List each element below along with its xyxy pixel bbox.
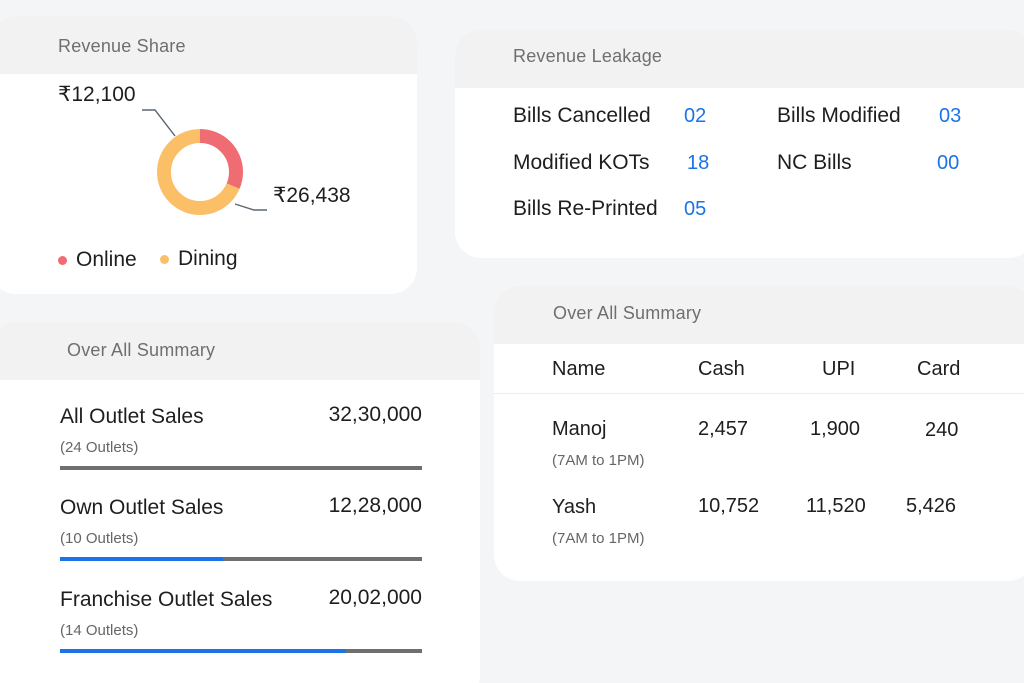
outlet-row-name: Franchise Outlet Sales xyxy=(60,588,273,611)
dining-legend-dot xyxy=(160,254,169,264)
staff-summary-title: Over All Summary xyxy=(494,286,1024,344)
outlet-progress-fill xyxy=(60,557,223,561)
upi-amount: 11,520 xyxy=(806,495,866,517)
modified-kots-label: Modified KOTs xyxy=(513,151,650,174)
revenue-share-title: Revenue Share xyxy=(0,16,417,74)
revenue-leakage-card: Revenue Leakage Bills Cancelled 02 Modif… xyxy=(455,30,1024,258)
cash-amount: 10,752 xyxy=(698,495,760,517)
legend-online: Online xyxy=(58,248,137,272)
modified-kots-value[interactable]: 18 xyxy=(687,152,710,174)
outlet-row-count: (10 Outlets) xyxy=(60,530,139,547)
bills-cancelled-label: Bills Cancelled xyxy=(513,104,651,127)
online-leader-line xyxy=(142,109,176,137)
revenue-share-donut-chart xyxy=(142,109,267,215)
outlet-row-name: Own Outlet Sales xyxy=(60,496,224,519)
outlet-row-count: (14 Outlets) xyxy=(60,622,139,639)
outlet-progress-bar xyxy=(60,466,422,470)
legend-dining: Dining xyxy=(160,247,238,271)
revenue-leakage-title: Revenue Leakage xyxy=(455,30,1024,88)
online-revenue-value: ₹12,100 xyxy=(58,83,136,106)
table-header-row: Name Cash UPI Card xyxy=(494,344,1024,394)
outlet-row-count: (24 Outlets) xyxy=(60,439,139,456)
own-outlet-sales-row[interactable]: Own Outlet Sales 12,28,000 (10 Outlets) xyxy=(60,494,422,561)
outlet-summary-card: Over All Summary All Outlet Sales 32,30,… xyxy=(0,322,480,683)
franchise-outlet-sales-row[interactable]: Franchise Outlet Sales 20,02,000 (14 Out… xyxy=(60,586,422,653)
bills-reprinted-value[interactable]: 05 xyxy=(684,198,707,220)
outlet-row-amount: 12,28,000 xyxy=(328,494,422,517)
upi-amount: 1,900 xyxy=(810,418,861,440)
staff-summary-card: Over All Summary Name Cash UPI Card Mano… xyxy=(494,286,1024,581)
dining-revenue-value: ₹26,438 xyxy=(273,184,351,207)
bills-reprinted-label: Bills Re-Printed xyxy=(513,197,658,220)
staff-shift: (7AM to 1PM) xyxy=(552,530,645,547)
column-header-upi[interactable]: UPI xyxy=(822,358,856,380)
outlet-row-amount: 20,02,000 xyxy=(328,586,422,609)
bills-cancelled-value[interactable]: 02 xyxy=(684,105,707,127)
outlet-row-amount: 32,30,000 xyxy=(328,403,422,426)
dining-leader-line xyxy=(234,203,267,211)
outlet-progress-fill xyxy=(60,649,346,653)
bills-modified-label: Bills Modified xyxy=(777,104,901,127)
card-amount: 5,426 xyxy=(906,495,957,517)
all-outlet-sales-row[interactable]: All Outlet Sales 32,30,000 (24 Outlets) xyxy=(60,403,422,470)
dining-donut-segment[interactable] xyxy=(157,129,243,215)
column-header-card[interactable]: Card xyxy=(917,358,961,380)
cash-amount: 2,457 xyxy=(698,418,749,440)
bills-modified-value[interactable]: 03 xyxy=(939,105,962,127)
column-header-name[interactable]: Name xyxy=(552,358,606,380)
outlet-row-name: All Outlet Sales xyxy=(60,405,204,428)
nc-bills-value[interactable]: 00 xyxy=(937,152,960,174)
outlet-progress-bar xyxy=(60,557,422,561)
card-amount: 240 xyxy=(925,419,959,441)
outlet-summary-title: Over All Summary xyxy=(0,322,480,380)
revenue-share-card: Revenue Share ₹12,100 ₹26,438 Online Din… xyxy=(0,16,417,294)
staff-name: Manoj xyxy=(552,418,607,440)
outlet-progress-bar xyxy=(60,649,422,653)
dining-legend-label: Dining xyxy=(178,247,238,270)
staff-name: Yash xyxy=(552,496,597,518)
staff-shift: (7AM to 1PM) xyxy=(552,452,645,469)
column-header-cash[interactable]: Cash xyxy=(698,358,745,380)
online-legend-dot xyxy=(58,255,67,265)
nc-bills-label: NC Bills xyxy=(777,151,852,174)
online-legend-label: Online xyxy=(76,248,137,271)
